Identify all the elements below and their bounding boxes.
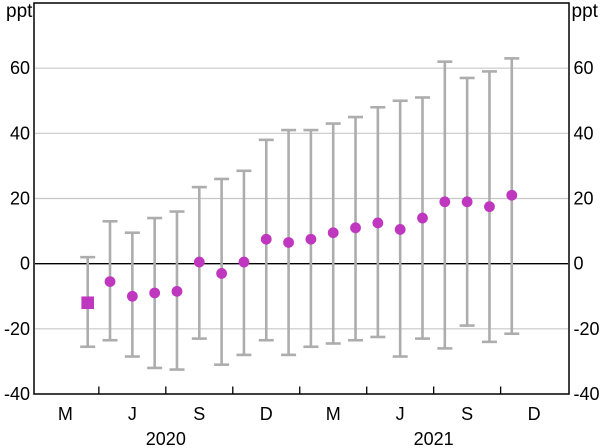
data-point-square: [81, 296, 94, 310]
data-point-circle: [171, 285, 183, 297]
x-month-label: M: [326, 404, 341, 424]
data-point-circle: [372, 217, 384, 229]
data-point-circle: [461, 196, 473, 208]
y-axis-label-right: 0: [574, 254, 584, 274]
y-axis-label-left: 40: [10, 123, 30, 143]
x-month-label: S: [461, 404, 473, 424]
y-axis-label-right: 60: [574, 58, 594, 78]
y-axis-label-right: -20: [574, 319, 600, 339]
y-axis-label-left: 20: [10, 189, 30, 209]
data-point-circle: [506, 189, 518, 201]
data-point-circle: [305, 233, 317, 245]
data-point-circle: [260, 233, 272, 245]
data-point-circle: [126, 290, 138, 302]
data-point-circle: [350, 222, 361, 234]
data-point-circle: [394, 224, 406, 235]
y-axis-label-left: -20: [4, 319, 30, 339]
data-point-circle: [104, 276, 116, 287]
data-point-circle: [216, 268, 228, 279]
y-axis-label-left: 60: [10, 58, 30, 78]
data-point-circle: [193, 256, 205, 268]
data-point-circle: [238, 256, 250, 268]
y-axis-unit-left: ppt: [6, 1, 33, 22]
y-axis-label-right: 40: [574, 123, 594, 143]
y-axis-label-right: -40: [574, 384, 600, 404]
x-month-label: D: [528, 404, 541, 424]
data-point-circle: [283, 237, 294, 248]
x-month-label: J: [128, 404, 137, 424]
x-month-label: S: [193, 404, 205, 424]
plot-frame: [33, 2, 570, 395]
data-point-circle: [327, 227, 339, 239]
data-point-circle: [417, 212, 428, 224]
x-month-label: J: [396, 404, 405, 424]
data-point-circle: [484, 201, 495, 213]
y-axis-label-right: 20: [574, 189, 594, 209]
data-point-circle: [439, 196, 451, 208]
y-axis-unit-right: ppt: [572, 1, 599, 22]
x-year-label: 2021: [414, 429, 454, 448]
y-axis-label-left: -40: [4, 384, 30, 404]
x-month-label: D: [260, 404, 273, 424]
y-axis-label-left: 0: [20, 254, 30, 274]
data-point-circle: [149, 287, 161, 299]
x-year-label: 2020: [146, 429, 186, 448]
x-month-label: M: [58, 404, 73, 424]
